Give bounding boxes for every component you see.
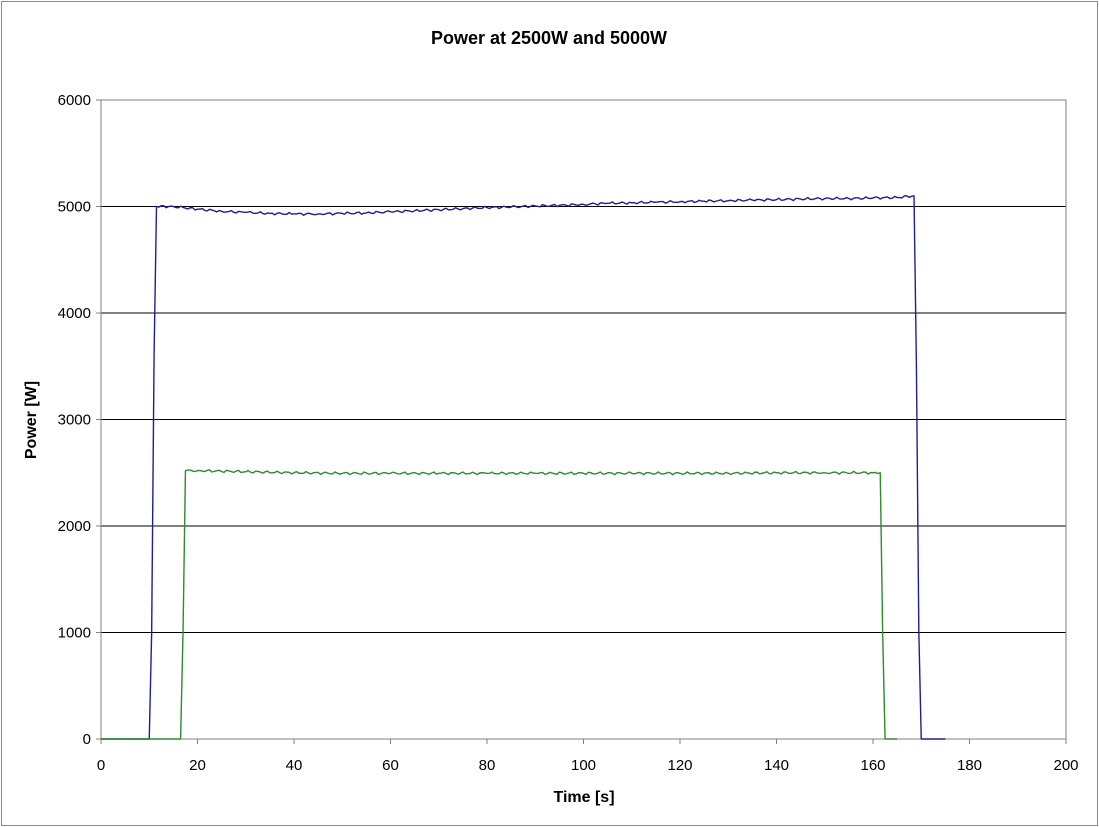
x-tick-label: 0 <box>97 757 105 774</box>
series-line-2 <box>101 469 898 740</box>
grid-layer <box>101 206 1066 633</box>
x-tick-label: 20 <box>189 757 206 774</box>
y-axis-label: Power [W] <box>23 381 40 459</box>
series-line-1 <box>101 195 946 740</box>
x-tick-label: 100 <box>571 757 596 774</box>
y-tick-label: 3000 <box>58 412 91 429</box>
x-tick-label: 200 <box>1053 757 1078 774</box>
y-tick-label: 6000 <box>58 92 91 109</box>
y-tick-label: 0 <box>83 731 91 748</box>
x-tick-label: 40 <box>286 757 303 774</box>
y-tick-label: 5000 <box>58 199 91 216</box>
x-tick-label: 140 <box>764 757 789 774</box>
x-tick-label: 180 <box>957 757 982 774</box>
ticks-layer: 0 1000 2000 3000 4000 5000 6000 0 20 40 60 80 100 120… <box>58 92 1079 774</box>
chart-title: Power at 2500W and 5000W <box>431 28 667 48</box>
x-tick-label: 80 <box>479 757 496 774</box>
x-tick-label: 120 <box>667 757 692 774</box>
y-tick-label: 4000 <box>58 305 91 322</box>
x-tick-label: 160 <box>860 757 885 774</box>
x-tick-label: 60 <box>382 757 399 774</box>
x-axis-label: Time [s] <box>553 789 614 806</box>
y-tick-label: 1000 <box>58 625 91 642</box>
y-tick-label: 2000 <box>58 518 91 535</box>
series-layer <box>101 195 946 740</box>
